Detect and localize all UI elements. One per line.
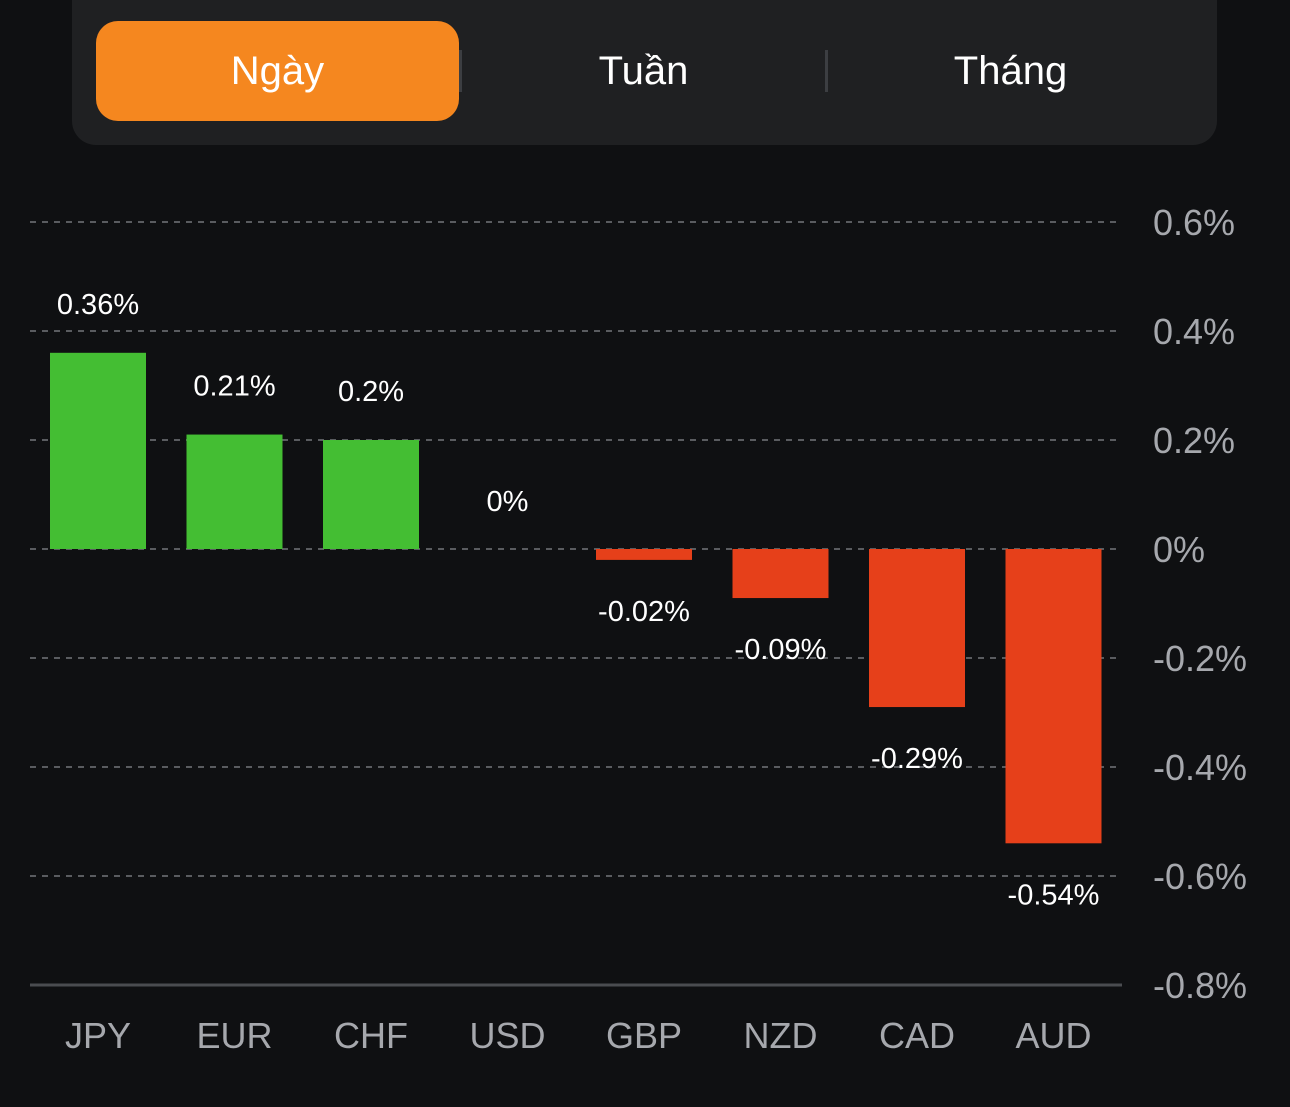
tab-week[interactable]: Tuần [598, 48, 689, 93]
x-tick-label: JPY [65, 1015, 131, 1056]
data-label: -0.02% [598, 596, 690, 628]
y-tick-label: -0.6% [1153, 856, 1247, 897]
data-label: 0.36% [57, 289, 139, 321]
tab-divider [459, 50, 462, 92]
tab-divider [825, 50, 828, 92]
y-tick-label: 0.6% [1153, 202, 1235, 243]
tab-month[interactable]: Tháng [953, 48, 1068, 93]
bar-chf [323, 440, 419, 549]
x-tick-label: GBP [606, 1015, 682, 1056]
x-tick-label: USD [469, 1015, 545, 1056]
data-label: 0% [487, 486, 529, 518]
data-label: -0.09% [735, 634, 827, 666]
x-tick-label: EUR [196, 1015, 272, 1056]
data-label: -0.29% [871, 743, 963, 775]
data-label: 0.2% [338, 376, 404, 408]
y-tick-label: 0.2% [1153, 420, 1235, 461]
x-tick-label: CAD [879, 1015, 955, 1056]
x-tick-label: NZD [744, 1015, 818, 1056]
bar-cad [869, 549, 965, 708]
data-label: 0.21% [193, 371, 275, 403]
bar-jpy [50, 352, 146, 549]
bar-aud [1005, 549, 1102, 844]
y-tick-label: 0.4% [1153, 311, 1235, 352]
bar-nzd [732, 549, 829, 599]
y-tick-label: -0.8% [1153, 965, 1247, 1006]
x-tick-label: AUD [1015, 1015, 1091, 1056]
data-label: -0.54% [1008, 879, 1100, 911]
x-tick-label: CHF [334, 1015, 408, 1056]
y-tick-label: -0.2% [1153, 638, 1247, 679]
y-tick-label: -0.4% [1153, 747, 1247, 788]
y-tick-label: 0% [1153, 529, 1205, 570]
tab-day[interactable]: Ngày [96, 21, 459, 121]
bar-gbp [596, 549, 692, 560]
bar-eur [186, 434, 283, 549]
period-selector: Ngày Tuần Tháng [72, 0, 1217, 145]
